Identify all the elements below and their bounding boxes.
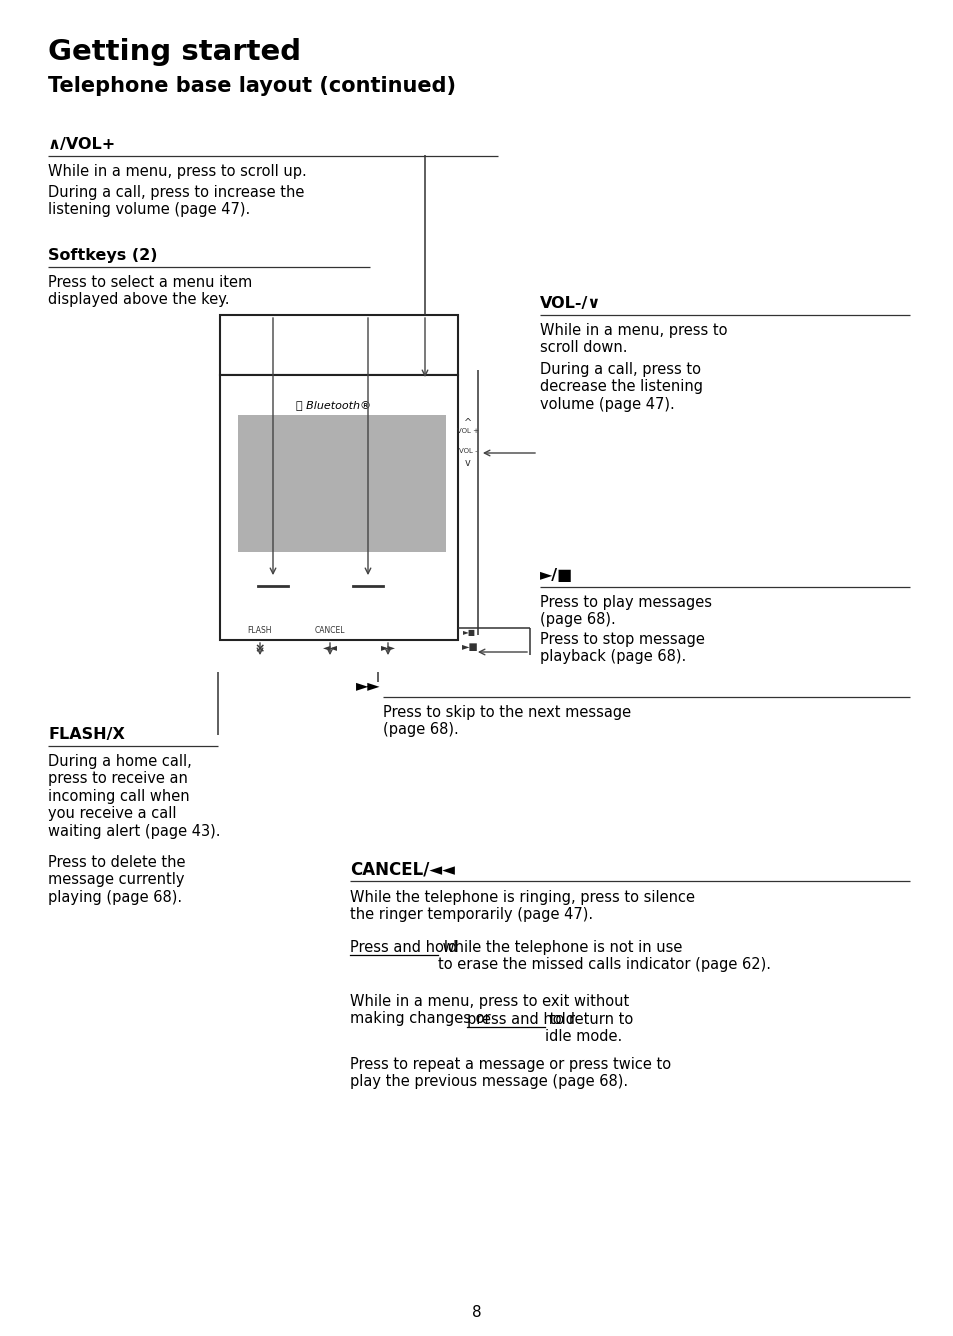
- Text: While in a menu, press to
scroll down.: While in a menu, press to scroll down.: [539, 323, 727, 355]
- Text: ►■: ►■: [463, 628, 476, 637]
- Text: VOL +: VOL +: [456, 428, 478, 434]
- Text: Press to delete the
message currently
playing (page 68).: Press to delete the message currently pl…: [48, 855, 185, 904]
- Text: While the telephone is ringing, press to silence
the ringer temporarily (page 47: While the telephone is ringing, press to…: [350, 890, 695, 922]
- Text: Press to play messages
(page 68).: Press to play messages (page 68).: [539, 595, 711, 628]
- Text: ►►: ►►: [355, 677, 380, 693]
- Text: ►■: ►■: [461, 643, 477, 652]
- Text: 8: 8: [472, 1305, 481, 1320]
- Text: CANCEL/◄◄: CANCEL/◄◄: [350, 860, 455, 878]
- Text: VOL -: VOL -: [458, 448, 476, 454]
- Text: FLASH/X: FLASH/X: [48, 727, 125, 741]
- Text: ^: ^: [463, 418, 472, 428]
- Bar: [220, 375, 457, 640]
- Text: While in a menu, press to exit without
making changes or: While in a menu, press to exit without m…: [350, 994, 629, 1026]
- Text: During a home call,
press to receive an
incoming call when
you receive a call
wa: During a home call, press to receive an …: [48, 754, 220, 839]
- Text: FLASH: FLASH: [248, 627, 272, 635]
- Text: During a call, press to
decrease the listening
volume (page 47).: During a call, press to decrease the lis…: [539, 362, 702, 411]
- Text: Getting started: Getting started: [48, 37, 301, 65]
- Text: Press to skip to the next message
(page 68).: Press to skip to the next message (page …: [382, 705, 631, 737]
- Text: ◄◄: ◄◄: [322, 643, 337, 652]
- Text: Telephone base layout (continued): Telephone base layout (continued): [48, 76, 456, 96]
- Text: v: v: [465, 458, 471, 468]
- Text: ∧/VOL+: ∧/VOL+: [48, 138, 116, 152]
- Text: while the telephone is not in use
to erase the missed calls indicator (page 62).: while the telephone is not in use to era…: [437, 941, 770, 973]
- Text: ►►: ►►: [380, 643, 395, 652]
- Text: Softkeys (2): Softkeys (2): [48, 248, 157, 263]
- Text: ►/■: ►/■: [539, 568, 573, 582]
- Text: Press and hold: Press and hold: [350, 941, 456, 955]
- Text: CANCEL: CANCEL: [314, 627, 345, 635]
- Bar: [220, 315, 457, 375]
- Text: While in a menu, press to scroll up.: While in a menu, press to scroll up.: [48, 164, 307, 179]
- Text: Press to select a menu item
displayed above the key.: Press to select a menu item displayed ab…: [48, 275, 252, 307]
- Text: ×: ×: [254, 643, 265, 655]
- Bar: [237, 415, 446, 552]
- Text: Press to repeat a message or press twice to
play the previous message (page 68).: Press to repeat a message or press twice…: [350, 1057, 670, 1089]
- Text: Ⓑ Bluetooth®: Ⓑ Bluetooth®: [296, 399, 371, 410]
- Text: During a call, press to increase the
listening volume (page 47).: During a call, press to increase the lis…: [48, 184, 304, 218]
- Text: press and hold: press and hold: [467, 1011, 575, 1027]
- Text: Press to stop message
playback (page 68).: Press to stop message playback (page 68)…: [539, 632, 704, 664]
- Text: VOL-/∨: VOL-/∨: [539, 297, 600, 311]
- Text: to return to
idle mode.: to return to idle mode.: [544, 1011, 633, 1045]
